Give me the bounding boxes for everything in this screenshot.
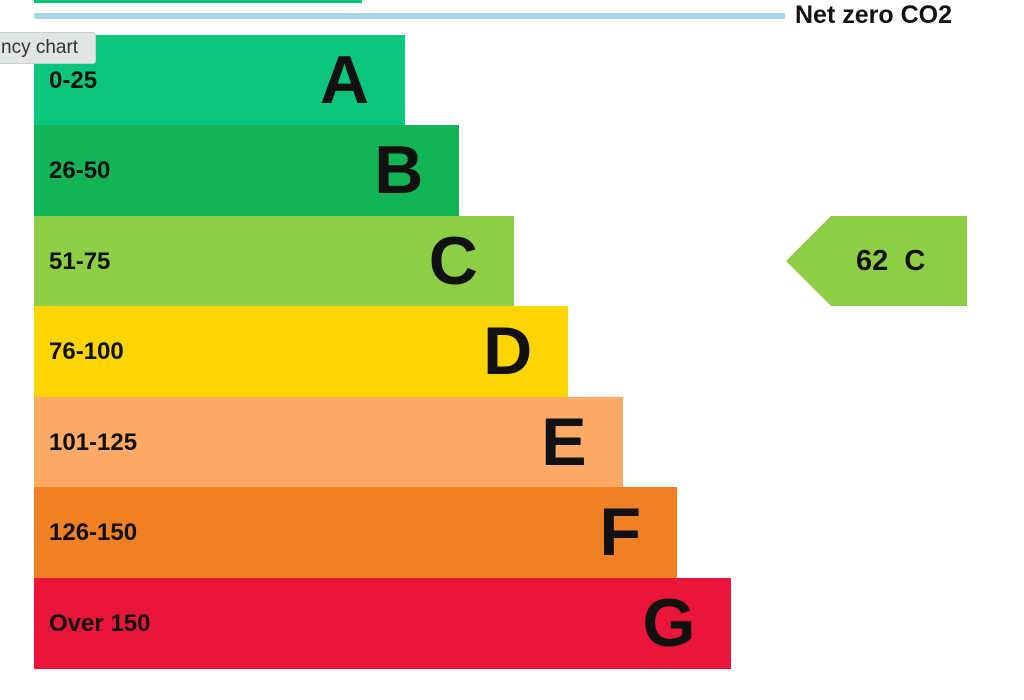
band-c: 51-75 C bbox=[34, 216, 514, 307]
band-range: 76-100 bbox=[49, 338, 124, 365]
current-rating-label: 62 C bbox=[856, 216, 925, 306]
band-range: 0-25 bbox=[49, 67, 98, 94]
band-g: Over 150 G bbox=[34, 578, 732, 669]
band-letter: B bbox=[374, 132, 424, 208]
arrow-shape bbox=[786, 216, 967, 306]
current-rating-arrow: 62 C bbox=[786, 216, 967, 306]
band-letter: F bbox=[599, 494, 641, 570]
net-zero-label: Net zero CO2 bbox=[795, 1, 952, 29]
band-letter: A bbox=[319, 42, 369, 118]
band-letter: G bbox=[642, 585, 696, 661]
band-range: 26-50 bbox=[49, 157, 111, 184]
band-d: 76-100 D bbox=[34, 306, 569, 397]
band-f: 126-150 F bbox=[34, 487, 677, 578]
band-range: 126-150 bbox=[49, 519, 138, 546]
band-range: 101-125 bbox=[49, 429, 138, 456]
net-zero-line bbox=[34, 13, 785, 19]
band-range: 51-75 bbox=[49, 248, 111, 275]
band-e: 101-125 E bbox=[34, 397, 623, 488]
band-letter: E bbox=[541, 404, 587, 480]
band-b: 26-50 B bbox=[34, 125, 460, 216]
current-rating-value: 62 bbox=[856, 245, 889, 277]
band-range: Over 150 bbox=[49, 610, 151, 637]
tooltip: ncy chart bbox=[0, 32, 96, 64]
top-band-edge bbox=[34, 0, 362, 3]
current-rating-band: C bbox=[904, 245, 926, 277]
band-letter: C bbox=[428, 223, 478, 299]
band-letter: D bbox=[483, 313, 533, 389]
